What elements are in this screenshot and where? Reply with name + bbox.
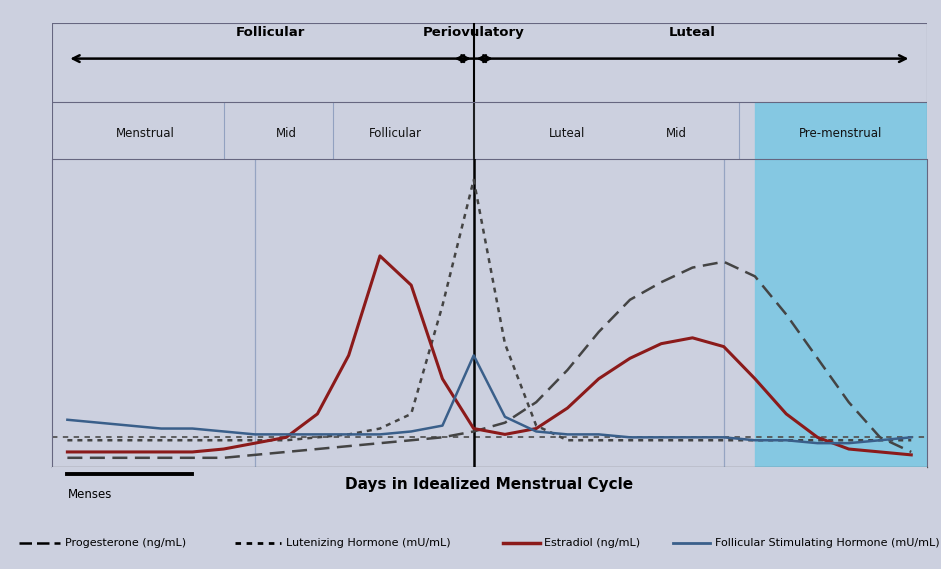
Text: Menses: Menses (68, 488, 112, 501)
Bar (755, 159, 927, 467)
Text: Luteal: Luteal (550, 127, 585, 140)
Text: Menstrual: Menstrual (116, 127, 175, 140)
Text: Mid: Mid (666, 127, 687, 140)
Text: Days in Idealized Menstrual Cycle: Days in Idealized Menstrual Cycle (345, 477, 633, 492)
Text: Follicular: Follicular (236, 26, 305, 39)
Text: Follicular Stimulating Hormone (mU/mL): Follicular Stimulating Hormone (mU/mL) (715, 538, 939, 548)
Text: Pre-menstrual: Pre-menstrual (799, 127, 883, 140)
Text: Estradiol (ng/mL): Estradiol (ng/mL) (544, 538, 641, 548)
Text: Mid: Mid (276, 127, 296, 140)
Text: Luteal: Luteal (669, 26, 716, 39)
Text: Progesterone (ng/mL): Progesterone (ng/mL) (65, 538, 186, 548)
Text: Follicular: Follicular (369, 127, 423, 140)
Bar (755, 102, 927, 159)
Text: Lutenizing Hormone (mU/mL): Lutenizing Hormone (mU/mL) (286, 538, 451, 548)
Text: Periovulatory: Periovulatory (423, 26, 524, 39)
